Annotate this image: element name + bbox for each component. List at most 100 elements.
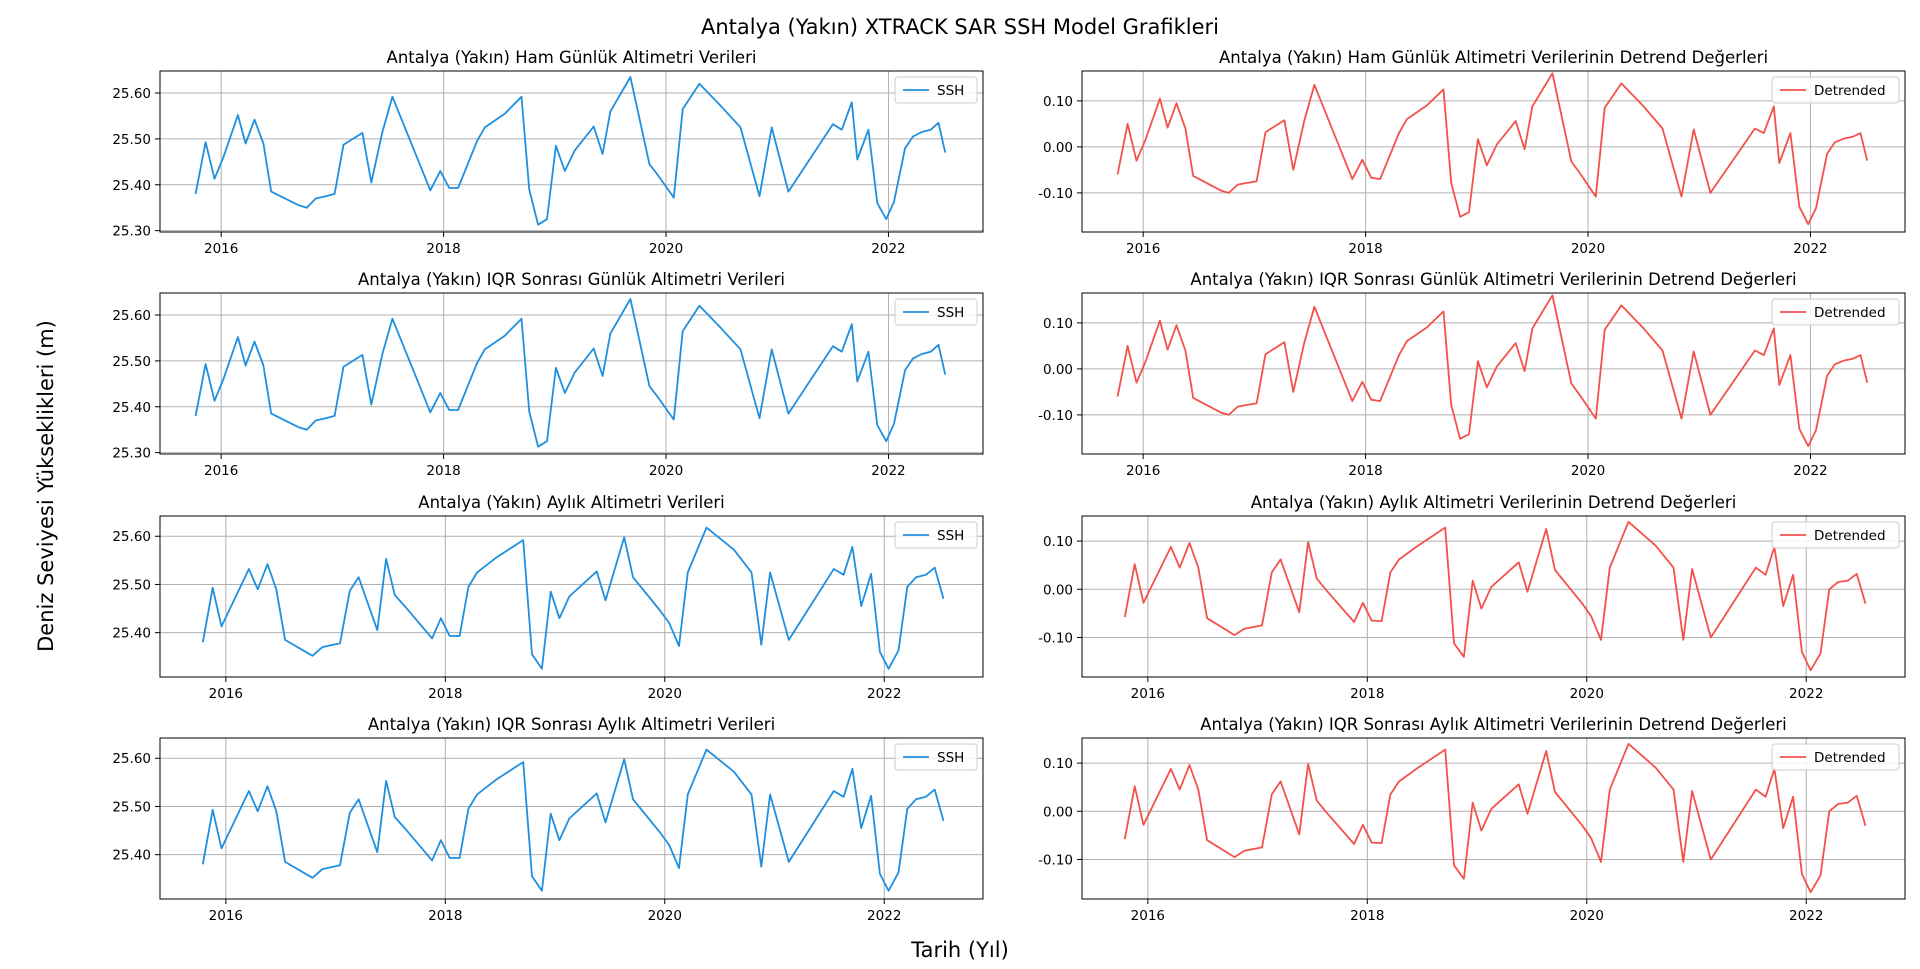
y-tick-label: 25.50 [112, 799, 151, 815]
y-tick-label: 25.30 [112, 224, 151, 240]
subplot-5: Antalya (Yakın) Aylık Altimetri Verileri… [112, 493, 984, 702]
legend-box [1771, 298, 1900, 326]
subplot-4: Antalya (Yakın) IQR Sonrası Günlük Altim… [1038, 270, 1906, 479]
x-tick-label: 2022 [1789, 686, 1823, 702]
y-tick-label: -0.10 [1038, 630, 1073, 646]
axes-frame [159, 737, 984, 900]
x-tick-label: 2020 [1571, 241, 1605, 257]
y-tick-label: 25.50 [112, 577, 151, 593]
x-tick-label: 2016 [204, 463, 238, 479]
x-tick-label: 2022 [871, 463, 905, 479]
legend-label: Detrended [1814, 83, 1886, 99]
subplot-title: Antalya (Yakın) Ham Günlük Altimetri Ver… [1219, 48, 1768, 67]
x-tick-label: 2016 [204, 241, 238, 257]
x-tick-label: 2020 [1570, 908, 1604, 924]
axes-frame [1081, 515, 1906, 678]
series-line-ssh [201, 748, 945, 892]
y-tick-label: 25.60 [112, 86, 151, 102]
series-line-ssh [201, 526, 945, 670]
x-tick-label: 2022 [1789, 908, 1823, 924]
legend: SSH [894, 76, 978, 104]
legend-label: Detrended [1814, 750, 1886, 766]
subplot-1: Antalya (Yakın) Ham Günlük Altimetri Ver… [112, 48, 984, 257]
legend-box [894, 76, 978, 104]
legend: Detrended [1771, 76, 1900, 104]
subplot-title: Antalya (Yakın) IQR Sonrası Aylık Altime… [368, 715, 775, 734]
subplot-title: Antalya (Yakın) IQR Sonrası Aylık Altime… [1200, 715, 1787, 734]
y-tick-label: -0.10 [1038, 186, 1073, 202]
subplot-title: Antalya (Yakın) Aylık Altimetri Verileri… [1251, 493, 1737, 512]
axes-frame [159, 70, 984, 233]
y-tick-label: 25.60 [112, 751, 151, 767]
y-tick-label: -0.10 [1038, 408, 1073, 424]
legend: Detrended [1771, 298, 1900, 326]
x-tick-label: 2018 [1350, 908, 1384, 924]
axes-frame [1081, 737, 1906, 900]
legend-label: SSH [937, 305, 964, 321]
y-tick-label: 25.50 [112, 132, 151, 148]
x-tick-label: 2016 [1126, 241, 1160, 257]
x-tick-label: 2020 [649, 241, 683, 257]
x-tick-label: 2016 [1131, 686, 1165, 702]
x-tick-label: 2022 [1793, 241, 1827, 257]
series-line-detrended [1123, 520, 1867, 672]
x-tick-label: 2022 [867, 908, 901, 924]
subplot-title: Antalya (Yakın) IQR Sonrası Günlük Altim… [1190, 270, 1796, 289]
subplot-title: Antalya (Yakın) Ham Günlük Altimetri Ver… [387, 48, 757, 67]
legend-box [1771, 521, 1900, 549]
legend-box [1771, 743, 1900, 771]
legend-box [894, 521, 978, 549]
x-tick-label: 2020 [1570, 686, 1604, 702]
legend-box [894, 298, 978, 326]
y-tick-label: 0.00 [1043, 362, 1073, 378]
y-tick-label: 25.40 [112, 178, 151, 194]
x-tick-label: 2018 [428, 908, 462, 924]
x-tick-label: 2018 [426, 241, 460, 257]
legend-box [1771, 76, 1900, 104]
subplot-2: Antalya (Yakın) Ham Günlük Altimetri Ver… [1038, 48, 1906, 257]
x-tick-label: 2018 [1348, 463, 1382, 479]
legend: SSH [894, 521, 978, 549]
y-tick-label: 0.10 [1043, 94, 1073, 110]
x-tick-label: 2022 [871, 241, 905, 257]
x-tick-label: 2022 [1793, 463, 1827, 479]
x-tick-label: 2018 [428, 686, 462, 702]
y-tick-label: 0.10 [1043, 316, 1073, 332]
y-tick-label: 25.40 [112, 400, 151, 416]
legend: SSH [894, 298, 978, 326]
x-tick-label: 2016 [209, 908, 243, 924]
legend-label: SSH [937, 528, 964, 544]
x-tick-label: 2020 [649, 463, 683, 479]
x-tick-label: 2022 [867, 686, 901, 702]
y-tick-label: -0.10 [1038, 852, 1073, 868]
series-line-detrended [1123, 742, 1867, 894]
subplot-8: Antalya (Yakın) IQR Sonrası Aylık Altime… [1038, 715, 1906, 924]
subplot-grid: Antalya (Yakın) Ham Günlük Altimetri Ver… [112, 48, 1906, 924]
y-tick-label: 25.60 [112, 529, 151, 545]
subplot-3: Antalya (Yakın) IQR Sonrası Günlük Altim… [112, 270, 984, 479]
y-tick-label: 25.40 [112, 626, 151, 642]
legend-label: SSH [937, 750, 964, 766]
x-tick-label: 2018 [1350, 686, 1384, 702]
y-tick-label: 0.10 [1043, 756, 1073, 772]
legend: Detrended [1771, 521, 1900, 549]
legend-box [894, 743, 978, 771]
series-line-ssh [194, 298, 947, 448]
y-tick-label: 0.10 [1043, 534, 1073, 550]
x-tick-label: 2020 [1571, 463, 1605, 479]
x-tick-label: 2016 [209, 686, 243, 702]
subplot-title: Antalya (Yakın) IQR Sonrası Günlük Altim… [358, 270, 785, 289]
figure-title: Antalya (Yakın) XTRACK SAR SSH Model Gra… [701, 15, 1219, 39]
y-tick-label: 0.00 [1043, 140, 1073, 156]
series-line-detrended [1116, 294, 1869, 448]
subplot-6: Antalya (Yakın) Aylık Altimetri Verileri… [1038, 493, 1906, 702]
x-tick-label: 2018 [426, 463, 460, 479]
x-tick-label: 2016 [1131, 908, 1165, 924]
x-tick-label: 2020 [648, 908, 682, 924]
axes-frame [159, 515, 984, 678]
legend: SSH [894, 743, 978, 771]
axes-frame [159, 292, 984, 455]
y-tick-label: 25.30 [112, 446, 151, 462]
legend-label: Detrended [1814, 528, 1886, 544]
